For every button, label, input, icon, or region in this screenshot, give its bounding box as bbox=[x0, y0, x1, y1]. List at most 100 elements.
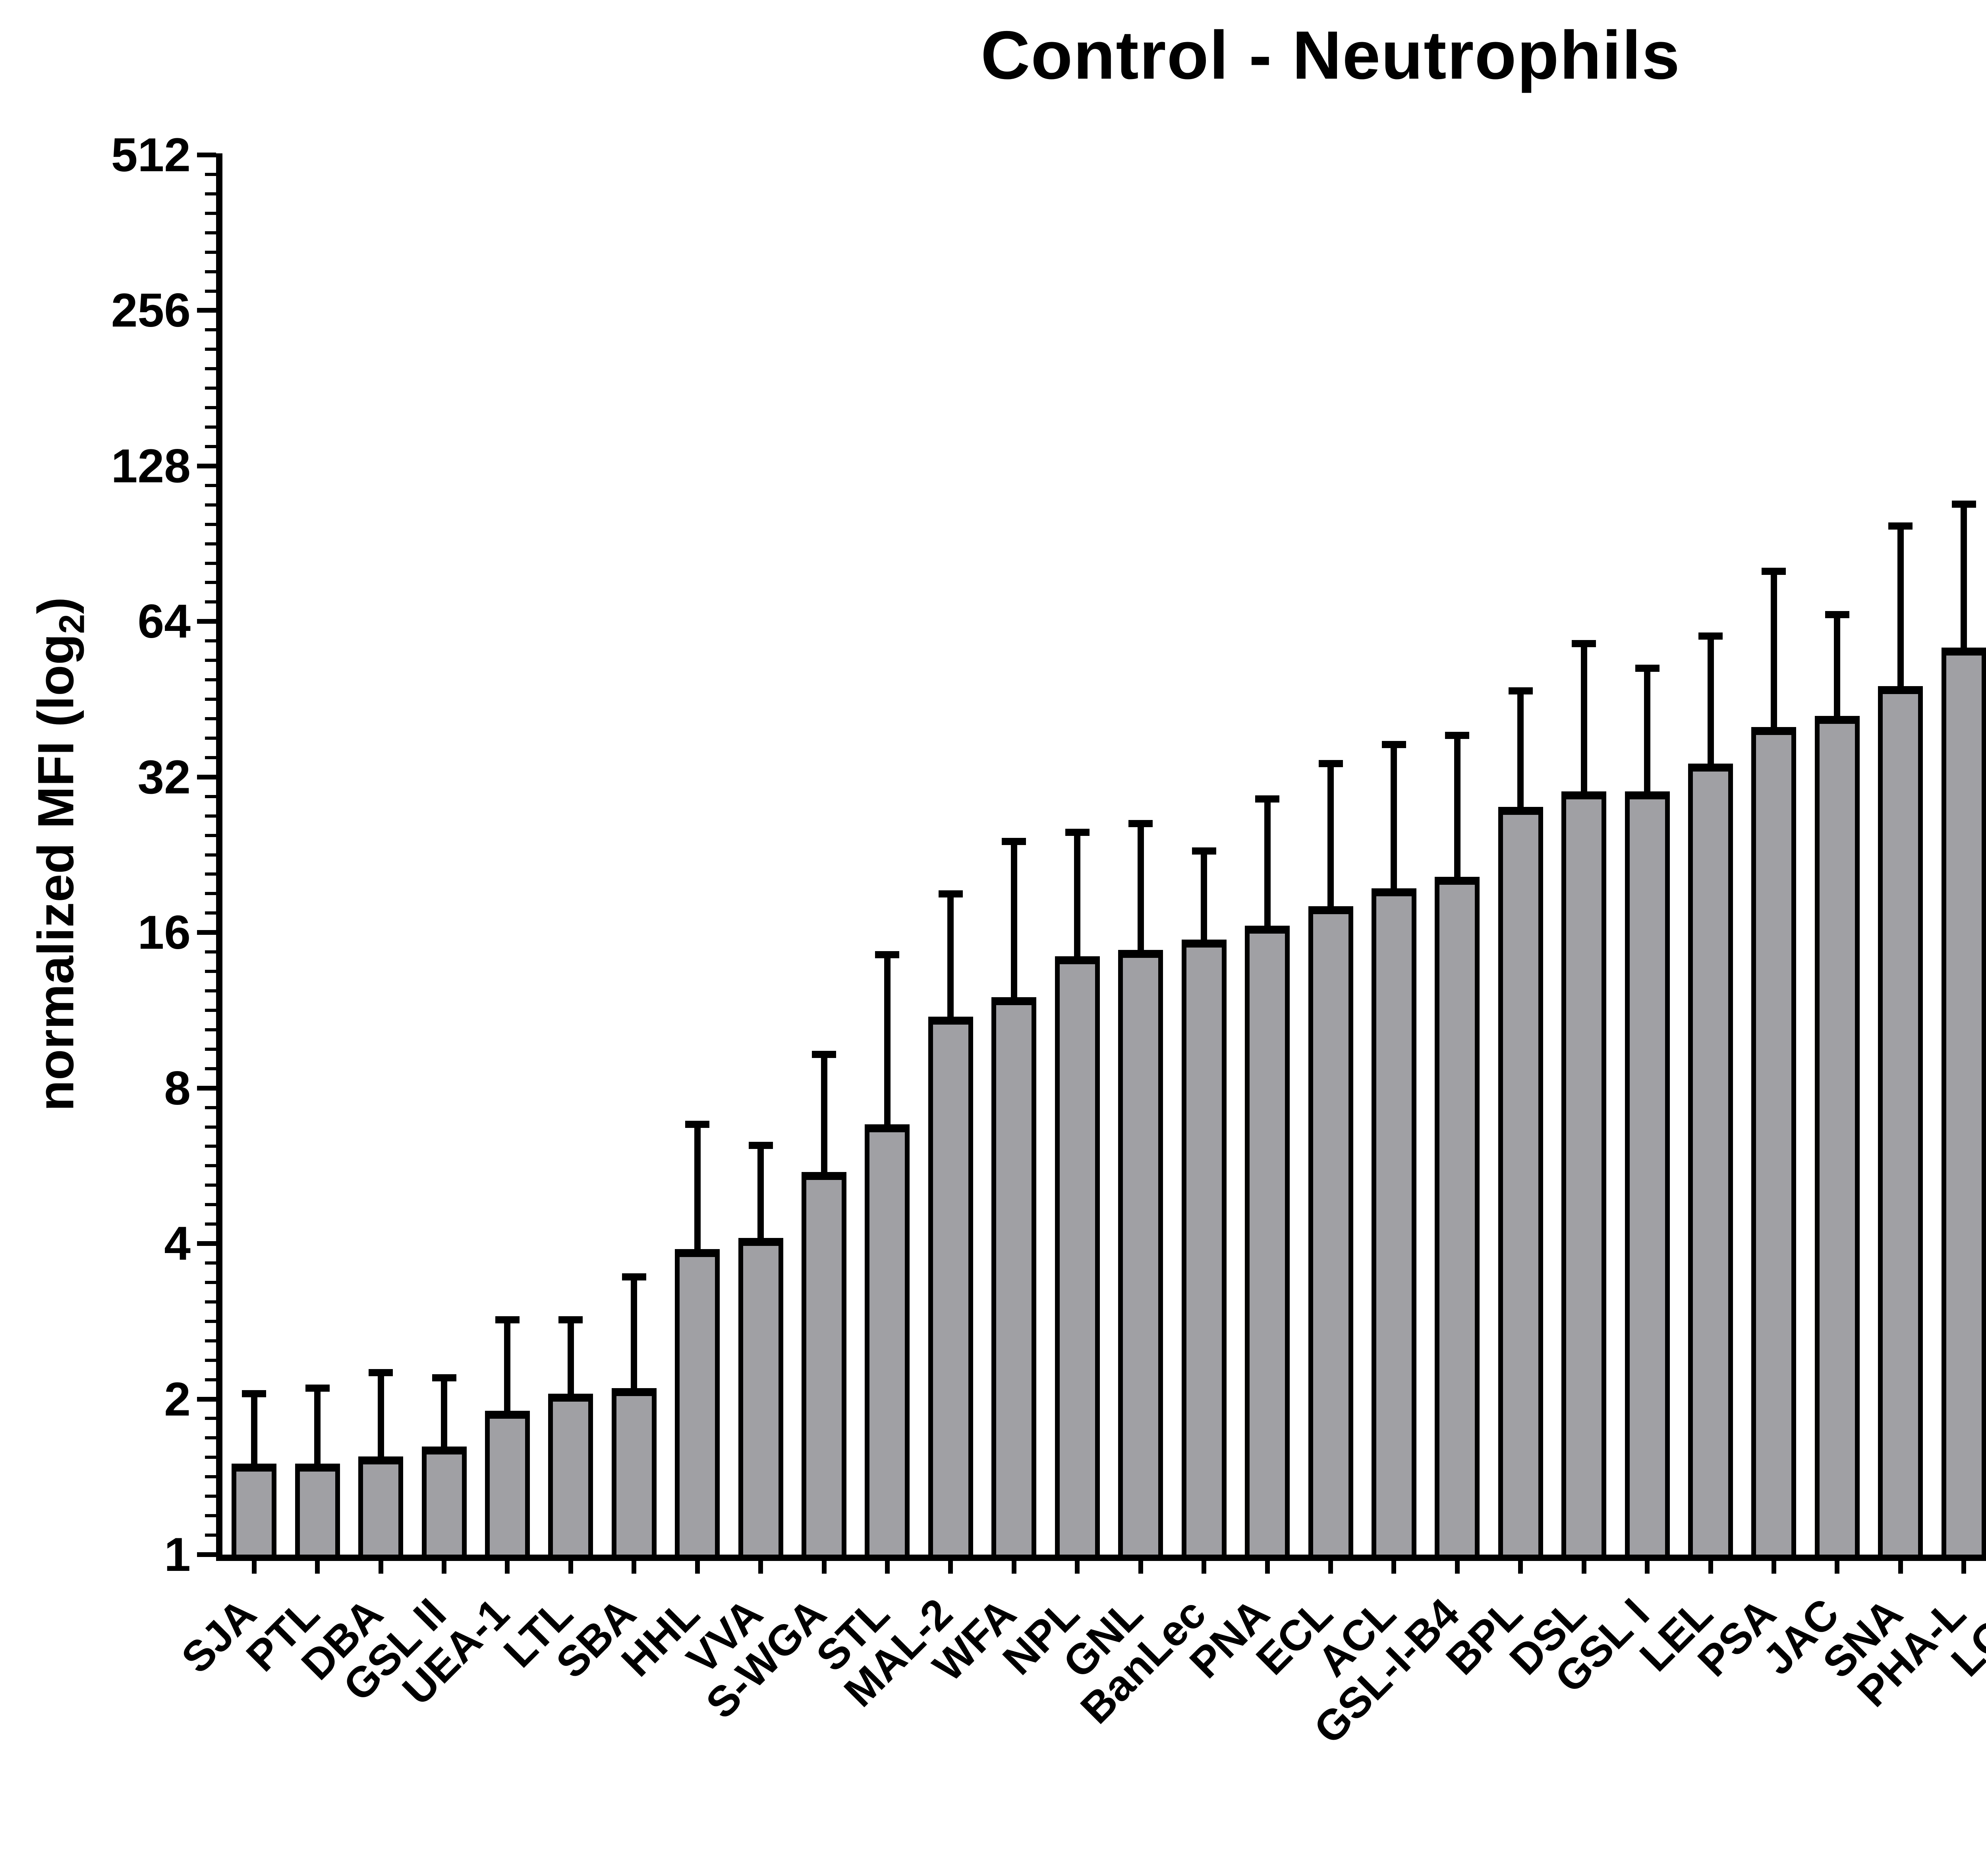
error-bar-cap bbox=[939, 890, 963, 897]
error-bar bbox=[314, 1388, 321, 1473]
y-minor-tick bbox=[205, 678, 216, 682]
y-minor-tick bbox=[205, 484, 216, 487]
error-bar bbox=[441, 1378, 447, 1456]
bar bbox=[1245, 926, 1290, 1559]
error-bar-cap bbox=[1762, 568, 1786, 575]
x-tick bbox=[1772, 1561, 1776, 1574]
y-minor-tick bbox=[205, 1261, 216, 1265]
y-tick-label: 16 bbox=[137, 906, 191, 959]
x-tick bbox=[252, 1561, 257, 1574]
y-minor-tick bbox=[205, 1028, 216, 1031]
y-minor-tick bbox=[205, 989, 216, 992]
y-minor-tick bbox=[205, 717, 216, 720]
y-minor-tick bbox=[205, 1417, 216, 1420]
error-bar-cap bbox=[242, 1390, 266, 1397]
error-bar bbox=[568, 1320, 574, 1403]
y-minor-tick bbox=[205, 1047, 216, 1051]
x-tick bbox=[1645, 1561, 1650, 1574]
y-minor-tick bbox=[205, 503, 216, 507]
y-minor-tick bbox=[205, 1164, 216, 1168]
bar bbox=[738, 1238, 783, 1559]
bar bbox=[1498, 807, 1543, 1559]
x-tick bbox=[822, 1561, 827, 1574]
y-minor-tick bbox=[205, 328, 216, 332]
bar bbox=[548, 1394, 593, 1559]
y-tick-label: 4 bbox=[164, 1217, 191, 1271]
error-bar-cap bbox=[1192, 847, 1216, 855]
y-tick-label: 256 bbox=[111, 284, 191, 337]
bar bbox=[612, 1388, 657, 1559]
error-bar-cap bbox=[1445, 732, 1469, 739]
x-tick bbox=[632, 1561, 636, 1574]
y-tick-label: 1 bbox=[164, 1528, 191, 1581]
y-minor-tick bbox=[205, 1339, 216, 1342]
y-minor-tick bbox=[205, 1436, 216, 1440]
x-tick bbox=[505, 1561, 510, 1574]
error-bar-cap bbox=[1698, 632, 1723, 640]
error-bar bbox=[1834, 615, 1840, 725]
y-minor-tick bbox=[205, 542, 216, 545]
y-minor-tick bbox=[205, 387, 216, 390]
y-minor-tick bbox=[205, 970, 216, 973]
error-bar bbox=[378, 1373, 384, 1466]
y-minor-tick bbox=[205, 853, 216, 857]
error-bar-cap bbox=[1382, 741, 1406, 748]
x-tick bbox=[1518, 1561, 1523, 1574]
y-minor-tick bbox=[205, 814, 216, 818]
error-bar-cap bbox=[495, 1316, 520, 1323]
y-minor-tick bbox=[205, 367, 216, 371]
y-minor-tick bbox=[205, 1378, 216, 1381]
error-bar bbox=[1327, 764, 1334, 916]
y-minor-tick bbox=[205, 561, 216, 565]
y-major-tick bbox=[197, 1241, 216, 1246]
y-minor-tick bbox=[205, 289, 216, 293]
y-major-tick bbox=[197, 1552, 216, 1557]
y-major-tick bbox=[197, 1085, 216, 1091]
bar bbox=[1751, 727, 1796, 1559]
error-bar-cap bbox=[1128, 820, 1153, 827]
y-minor-tick bbox=[205, 911, 216, 915]
error-bar-cap bbox=[1319, 760, 1343, 767]
error-bar-cap bbox=[1572, 640, 1596, 647]
y-axis-label: normalized MFI (log2) bbox=[27, 597, 93, 1111]
y-minor-tick bbox=[205, 172, 216, 176]
y-major-tick bbox=[197, 308, 216, 313]
error-bar bbox=[631, 1277, 637, 1398]
y-minor-tick bbox=[205, 231, 216, 234]
x-tick bbox=[1898, 1561, 1903, 1574]
error-bar bbox=[1391, 745, 1397, 898]
bar bbox=[1372, 888, 1416, 1559]
y-minor-tick bbox=[205, 1534, 216, 1537]
y-major-tick bbox=[197, 1396, 216, 1402]
bar bbox=[991, 997, 1036, 1559]
bar bbox=[358, 1456, 403, 1559]
error-bar bbox=[1517, 691, 1524, 817]
error-bar-cap bbox=[1065, 829, 1090, 836]
error-bar-cap bbox=[1635, 665, 1660, 672]
y-major-tick bbox=[197, 619, 216, 624]
bar bbox=[675, 1249, 720, 1559]
error-bar bbox=[504, 1320, 510, 1420]
y-minor-tick bbox=[205, 1475, 216, 1479]
y-tick-label: 8 bbox=[164, 1061, 191, 1115]
x-axis-spine bbox=[216, 1555, 1986, 1561]
error-bar-cap bbox=[1888, 522, 1913, 530]
x-tick bbox=[568, 1561, 573, 1574]
y-tick-label: 128 bbox=[111, 439, 191, 493]
error-bar-cap bbox=[1002, 838, 1026, 845]
x-tick bbox=[1455, 1561, 1460, 1574]
error-bar bbox=[1454, 735, 1461, 886]
bar bbox=[1118, 950, 1163, 1559]
error-bar bbox=[1074, 832, 1080, 966]
y-minor-tick bbox=[205, 659, 216, 662]
y-minor-tick bbox=[205, 1184, 216, 1187]
error-bar bbox=[1581, 644, 1587, 801]
error-bar-cap bbox=[432, 1374, 456, 1381]
chart-title: Control - Neutrophils bbox=[981, 17, 1681, 93]
error-bar bbox=[821, 1054, 827, 1182]
x-tick bbox=[442, 1561, 446, 1574]
x-tick bbox=[1391, 1561, 1396, 1574]
y-major-tick bbox=[197, 463, 216, 468]
y-tick-label: 64 bbox=[137, 595, 191, 648]
y-minor-tick bbox=[205, 406, 216, 410]
